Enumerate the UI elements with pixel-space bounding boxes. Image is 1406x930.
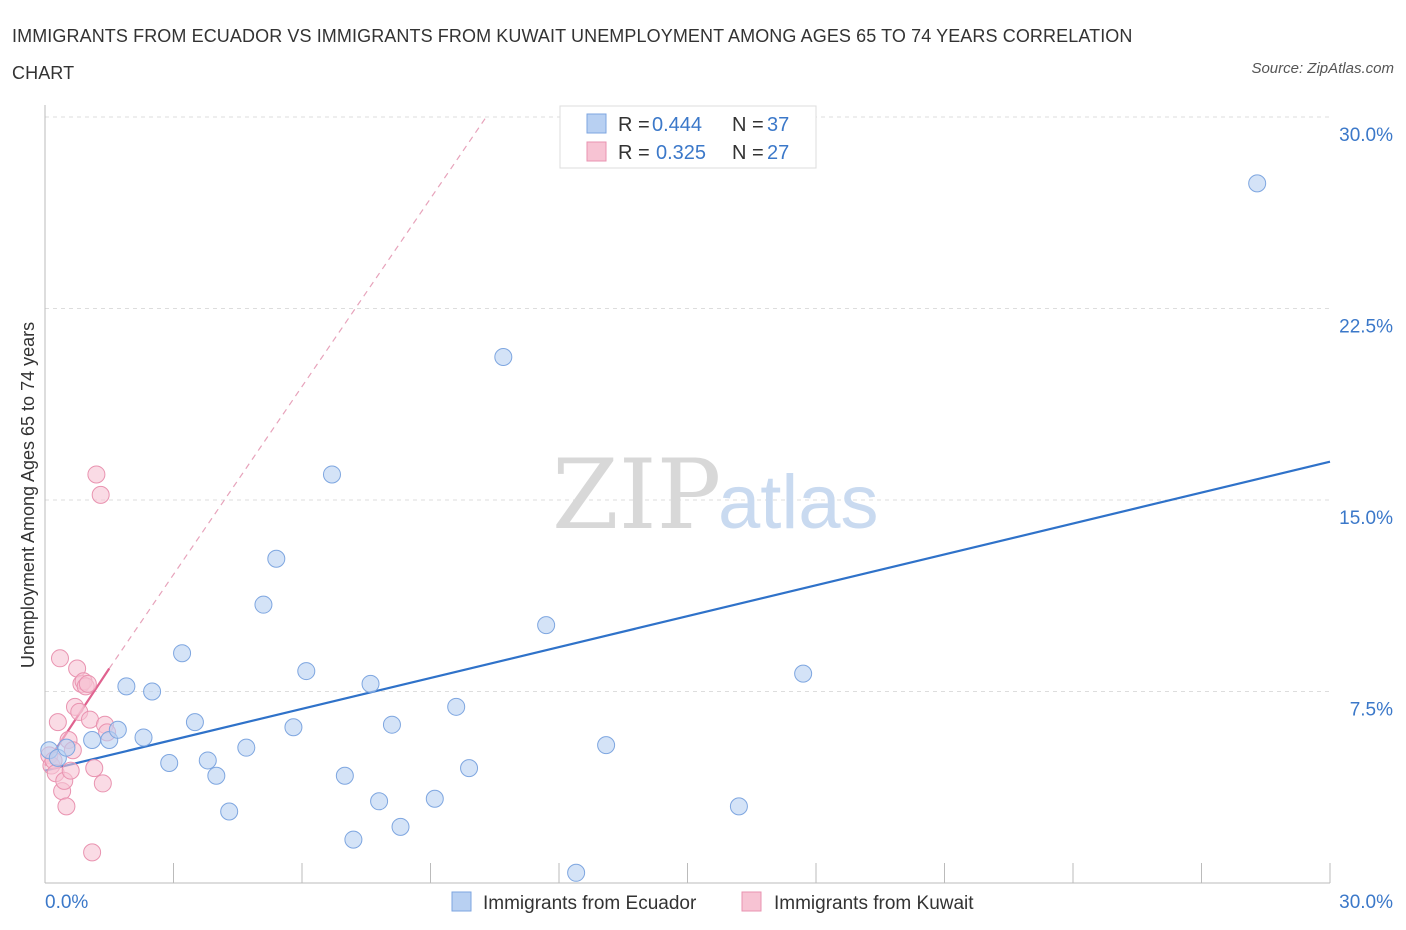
ecuador-point-30 <box>494 348 513 367</box>
ecuador-point-33 <box>597 736 616 755</box>
kuwait-trend-extension <box>108 116 487 669</box>
ecuador-point-29 <box>460 759 479 778</box>
ecuador-point-3 <box>83 731 102 750</box>
legend-swatch-ecuador <box>586 113 607 134</box>
kuwait-point-23 <box>91 485 110 504</box>
ecuador-point-27 <box>425 789 444 808</box>
ecuador-point-13 <box>207 766 226 785</box>
ecuador-point-26 <box>391 817 410 836</box>
kuwait-point-20 <box>83 843 102 862</box>
legend-r-label-ecuador: R = <box>618 114 650 136</box>
ecuador-point-32 <box>567 863 586 882</box>
ecuador-point-31 <box>537 616 556 635</box>
ecuador-point-6 <box>117 677 136 696</box>
ecuador-point-8 <box>143 682 162 701</box>
legend-n-value-kuwait: 27 <box>767 142 789 164</box>
kuwait-point-24 <box>93 774 112 793</box>
legend-r-value-ecuador: 0.444 <box>652 114 702 136</box>
series-legend-swatch-kuwait <box>741 891 762 912</box>
chart-title: IMMIGRANTS FROM ECUADOR VS IMMIGRANTS FR… <box>12 26 1133 83</box>
ecuador-point-9 <box>160 753 179 772</box>
ecuador-point-5 <box>108 720 127 739</box>
ecuador-point-28 <box>447 697 466 716</box>
ecuador-point-17 <box>267 549 286 568</box>
series-legend: Immigrants from Ecuador Immigrants from … <box>451 891 974 914</box>
watermark-atlas: atlas <box>718 460 879 545</box>
ecuador-point-18 <box>284 718 303 737</box>
ecuador-point-23 <box>361 674 380 693</box>
ecuador-point-19 <box>297 662 316 681</box>
x-tick-label-min: 0.0% <box>45 892 88 913</box>
ecuador-point-11 <box>185 713 204 732</box>
ecuador-point-25 <box>382 715 401 734</box>
ecuador-point-12 <box>198 751 217 770</box>
series-legend-label-kuwait: Immigrants from Kuwait <box>774 893 974 914</box>
legend-r-value-kuwait: 0.325 <box>656 142 706 164</box>
y-tick-label-0: 7.5% <box>1350 700 1393 721</box>
kuwait-point-10 <box>61 761 80 780</box>
y-axis-title: Unemployment Among Ages 65 to 74 years <box>18 322 38 668</box>
kuwait-point-8 <box>57 797 76 816</box>
y-tick-labels: 7.5% 15.0% 22.5% 30.0% <box>1339 125 1393 721</box>
y-tick-label-2: 22.5% <box>1339 317 1393 338</box>
ecuador-point-16 <box>254 595 273 614</box>
legend-r-label-kuwait: R = <box>618 142 650 164</box>
grid-lines <box>45 116 1330 692</box>
x-tick-label-max: 30.0% <box>1339 892 1393 913</box>
y-tick-label-1: 15.0% <box>1339 508 1393 529</box>
kuwait-point-19 <box>80 710 99 729</box>
watermark: ZIP atlas <box>552 439 879 551</box>
ecuador-point-14 <box>220 802 239 821</box>
kuwait-point-18 <box>78 674 97 693</box>
kuwait-point-4 <box>48 713 67 732</box>
correlation-legend: R = 0.444 N = 37 R = 0.325 N = 27 <box>559 105 817 169</box>
ecuador-point-15 <box>237 738 256 757</box>
ecuador-point-2 <box>57 738 76 757</box>
ecuador-point-35 <box>794 664 813 683</box>
legend-n-label-kuwait: N = <box>732 142 764 164</box>
ecuador-point-34 <box>729 797 748 816</box>
watermark-zip: ZIP <box>552 439 721 551</box>
kuwait-point-21 <box>85 759 104 778</box>
y-tick-label-3: 30.0% <box>1339 125 1393 146</box>
kuwait-point-22 <box>87 465 106 484</box>
legend-n-label-ecuador: N = <box>732 114 764 136</box>
legend-n-value-ecuador: 37 <box>767 114 789 136</box>
kuwait-points <box>40 465 117 862</box>
axes <box>44 105 1331 884</box>
legend-swatch-kuwait <box>586 141 607 162</box>
series-legend-label-ecuador: Immigrants from Ecuador <box>483 893 697 914</box>
ecuador-point-7 <box>134 728 153 747</box>
ecuador-point-10 <box>173 644 192 663</box>
x-tick-labels: 0.0% 30.0% <box>45 892 1393 913</box>
series-legend-swatch-ecuador <box>451 891 472 912</box>
ecuador-point-20 <box>322 465 341 484</box>
ecuador-points <box>40 174 1267 882</box>
ecuador-point-24 <box>370 792 389 811</box>
ecuador-point-22 <box>344 830 363 849</box>
kuwait-point-5 <box>50 649 69 668</box>
ecuador-trend-line <box>44 460 1331 772</box>
ecuador-point-21 <box>335 766 354 785</box>
source-label: Source: ZipAtlas.com <box>1251 60 1394 77</box>
ecuador-point-36 <box>1248 174 1267 193</box>
